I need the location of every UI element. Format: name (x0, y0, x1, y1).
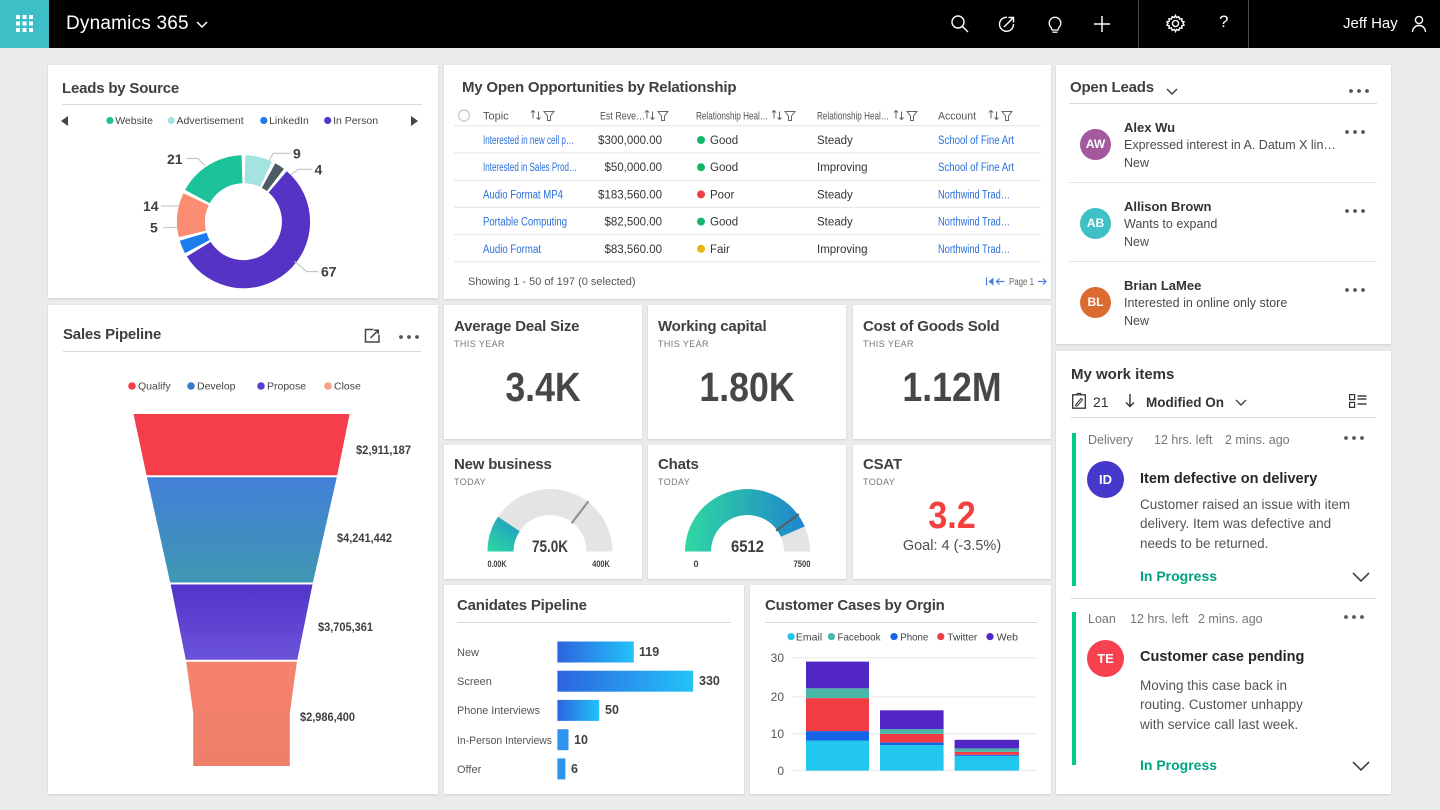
svg-text:$300,000.00: $300,000.00 (598, 135, 662, 147)
svg-text:10: 10 (771, 727, 785, 741)
svg-text:LinkedIn: LinkedIn (269, 115, 309, 127)
svg-text:Email: Email (796, 631, 822, 643)
svg-text:Relationship Heal…: Relationship Heal… (696, 111, 768, 123)
svg-text:5: 5 (150, 220, 158, 236)
svg-text:0: 0 (777, 764, 784, 778)
svg-text:Interested in new cell p…: Interested in new cell p… (483, 135, 574, 147)
svg-text:Interested in Sales Prod…: Interested in Sales Prod… (483, 162, 577, 174)
svg-text:Website: Website (115, 115, 153, 127)
svg-text:Northwind Trad…: Northwind Trad… (938, 244, 1010, 256)
svg-text:Screen: Screen (457, 676, 492, 688)
svg-text:$3,705,361: $3,705,361 (318, 622, 374, 634)
svg-text:6: 6 (571, 762, 578, 776)
svg-text:$2,986,400: $2,986,400 (300, 712, 355, 724)
svg-text:$50,000.00: $50,000.00 (604, 162, 662, 174)
svg-text:Phone Interviews: Phone Interviews (457, 705, 540, 717)
svg-text:New: New (457, 647, 479, 659)
svg-text:Close: Close (334, 381, 361, 393)
svg-text:14: 14 (143, 198, 159, 214)
svg-text:School of Fine Art: School of Fine Art (938, 135, 1015, 147)
svg-text:Phone: Phone (900, 631, 928, 643)
svg-text:Account: Account (938, 111, 976, 123)
svg-text:In Person: In Person (333, 115, 378, 127)
svg-text:Steady: Steady (817, 135, 853, 147)
svg-text:Offer: Offer (457, 764, 482, 776)
svg-text:0: 0 (693, 559, 698, 569)
svg-text:Develop: Develop (197, 381, 236, 393)
svg-text:7500: 7500 (794, 559, 811, 569)
svg-text:Portable Computing: Portable Computing (483, 217, 567, 229)
svg-text:50: 50 (605, 703, 619, 717)
svg-text:$183,560.00: $183,560.00 (598, 189, 662, 201)
svg-text:Northwind Trad…: Northwind Trad… (938, 217, 1010, 229)
svg-text:Advertisement: Advertisement (177, 115, 244, 127)
svg-text:School of Fine Art: School of Fine Art (938, 162, 1015, 174)
svg-text:30: 30 (771, 651, 785, 665)
svg-text:Showing 1 - 50 of 197 (0 selec: Showing 1 - 50 of 197 (0 selected) (468, 276, 636, 288)
svg-text:75.0K: 75.0K (532, 538, 568, 556)
svg-text:Poor: Poor (710, 189, 734, 201)
svg-text:Steady: Steady (817, 217, 853, 229)
svg-text:Propose: Propose (267, 381, 306, 393)
svg-text:4: 4 (315, 162, 323, 178)
svg-text:20: 20 (771, 690, 785, 704)
svg-text:$83,560.00: $83,560.00 (604, 244, 662, 256)
svg-text:$2,911,187: $2,911,187 (356, 445, 411, 457)
svg-text:Qualify: Qualify (138, 381, 171, 393)
svg-text:Good: Good (710, 162, 738, 174)
svg-text:0.00K: 0.00K (488, 559, 507, 569)
svg-text:Good: Good (710, 135, 738, 147)
svg-text:Relationship Heal…: Relationship Heal… (817, 111, 889, 123)
svg-text:Improving: Improving (817, 162, 868, 174)
svg-text:400K: 400K (592, 559, 610, 569)
svg-text:Twitter: Twitter (947, 631, 977, 643)
svg-text:10: 10 (574, 733, 588, 747)
svg-text:330: 330 (699, 674, 720, 688)
svg-text:In-Person Interviews: In-Person Interviews (457, 735, 552, 747)
svg-text:6512: 6512 (731, 538, 764, 556)
svg-text:21: 21 (167, 151, 183, 167)
svg-text:9: 9 (293, 146, 301, 162)
svg-text:119: 119 (639, 645, 659, 659)
svg-text:67: 67 (321, 264, 337, 280)
svg-text:Northwind Trad…: Northwind Trad… (938, 189, 1010, 201)
svg-text:Improving: Improving (817, 244, 868, 256)
svg-text:Topic: Topic (483, 111, 509, 123)
svg-text:Good: Good (710, 217, 738, 229)
svg-text:$82,500.00: $82,500.00 (604, 217, 662, 229)
svg-text:Steady: Steady (817, 189, 853, 201)
svg-text:Est Reve…: Est Reve… (600, 111, 645, 123)
svg-text:Audio Format MP4: Audio Format MP4 (483, 189, 563, 201)
svg-text:Audio Format: Audio Format (483, 244, 542, 256)
svg-text:Page 1: Page 1 (1009, 277, 1034, 288)
svg-text:Facebook: Facebook (838, 631, 882, 643)
svg-text:Fair: Fair (710, 244, 730, 256)
svg-text:$4,241,442: $4,241,442 (337, 533, 392, 545)
svg-text:Web: Web (997, 631, 1019, 643)
